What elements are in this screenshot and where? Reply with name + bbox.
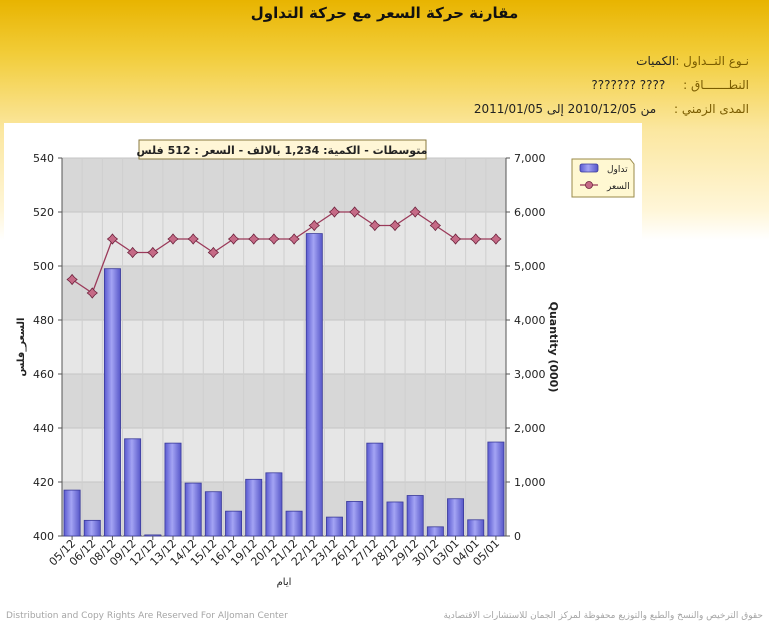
period-value: من 2010/12/05 إلى 2011/01/05 [473, 102, 657, 116]
bar [406, 495, 424, 537]
price-point [127, 246, 139, 259]
chart-title-box [138, 139, 427, 160]
price-point [470, 233, 482, 245]
bar [245, 478, 263, 537]
left-tick-label: 520 [33, 206, 54, 219]
price-point [490, 233, 502, 245]
bar [325, 516, 343, 537]
period-row: المدى الزمني : من 2010/12/05 إلى 2011/01… [474, 102, 749, 116]
legend-label-price: السعر [606, 182, 630, 192]
bar [204, 491, 222, 537]
right-axis-title: Quantity (000) [547, 302, 560, 393]
price-point [389, 219, 401, 232]
price-point [86, 287, 98, 299]
scope-row: النطـــــــاق : ???? ??????? [591, 78, 749, 92]
chart-svg: 400 420 440 460 480 500 520 540 0 1,000 2,000 3,000… [4, 123, 642, 597]
bar [467, 519, 485, 537]
bar [366, 442, 384, 537]
left-tick-label: 420 [33, 476, 54, 489]
scope-value: ???? ??????? [591, 78, 666, 92]
right-tick-label: 7,000 [514, 152, 546, 165]
bar [305, 233, 323, 537]
right-tick-label: 5,000 [514, 260, 546, 273]
chart-legend: تداول السعر [571, 158, 635, 198]
left-tick-label: 440 [33, 422, 54, 435]
right-tick-label: 0 [514, 530, 521, 543]
right-tick-label: 3,000 [514, 368, 546, 381]
bar [63, 489, 81, 537]
bar [144, 534, 162, 537]
bar [447, 498, 465, 537]
chart-title: متوسطات - الكمية: 1,234 بالالف - السعر :… [137, 144, 428, 157]
bar [83, 519, 101, 537]
legend-label-volume: تداول [607, 165, 628, 175]
right-tick-label: 1,000 [514, 476, 546, 489]
price-point [349, 206, 361, 218]
trade-type-row: نـوع التــداول :الكميات [636, 54, 749, 68]
price-point [369, 219, 381, 232]
left-axis-title: السعر_فلس [16, 318, 27, 377]
footer-copyright-ar: حقوق الترخيص والنسخ والطبع والتوزيع محفو… [443, 611, 763, 621]
trade-type-value: الكميات [636, 54, 676, 68]
bar [124, 438, 142, 537]
left-tick-label: 500 [33, 260, 54, 273]
price-point [449, 233, 462, 245]
price-point [66, 273, 78, 286]
x-axis-title: ايام [277, 577, 292, 588]
bar [487, 441, 505, 537]
bar [103, 268, 121, 537]
bar [164, 442, 182, 537]
left-tick-label: 480 [33, 314, 54, 327]
bar [386, 501, 404, 537]
page-title: مقارنة حركة السعر مع حركة التداول [250, 4, 519, 22]
price-point [227, 233, 240, 245]
right-tick-label: 4,000 [514, 314, 546, 327]
footer-copyright-en: Distribution and Copy Rights Are Reserve… [6, 611, 288, 621]
period-label: المدى الزمني : [674, 102, 749, 116]
price-point [268, 233, 280, 245]
bar [346, 501, 364, 537]
bar [225, 510, 243, 537]
price-point [147, 246, 159, 259]
trade-type-label: نـوع التــداول : [675, 54, 749, 68]
scope-label: النطـــــــاق : [683, 78, 749, 92]
left-tick-label: 400 [33, 530, 54, 543]
price-point [288, 233, 300, 245]
left-tick-label: 540 [33, 152, 54, 165]
legend-point-swatch [585, 181, 593, 189]
left-tick-label: 460 [33, 368, 54, 381]
bar [285, 510, 303, 537]
price-point [106, 233, 119, 245]
price-point [167, 233, 179, 245]
bar [265, 472, 283, 537]
price-point [429, 219, 441, 232]
right-tick-label: 6,000 [514, 206, 546, 219]
price-point [207, 246, 219, 259]
price-point [328, 206, 341, 218]
right-tick-label: 2,000 [514, 422, 546, 435]
price-point [187, 233, 199, 245]
price-line [71, 211, 496, 294]
price-point [409, 206, 421, 218]
bar [184, 482, 202, 537]
bar [426, 526, 444, 537]
chart-container: 400 420 440 460 480 500 520 540 0 1,000 2,000 3,000… [4, 123, 642, 597]
price-point [248, 233, 260, 245]
legend-bar-swatch [579, 163, 599, 173]
price-point [308, 219, 320, 232]
